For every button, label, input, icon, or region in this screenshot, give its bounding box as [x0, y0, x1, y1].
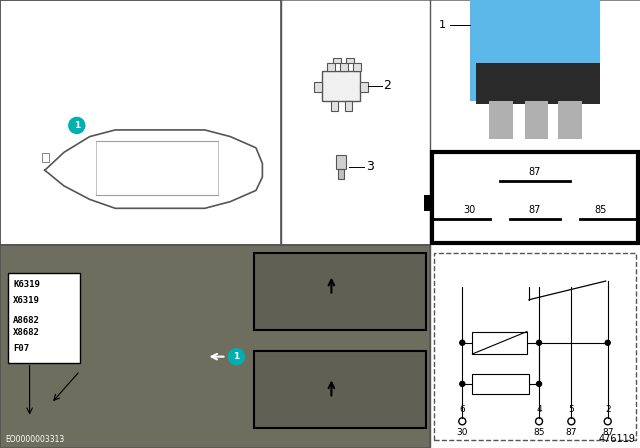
Bar: [0, 0, 281, 245]
Bar: [344, 101, 351, 111]
Bar: [472, 332, 527, 354]
Bar: [472, 374, 529, 394]
Circle shape: [460, 381, 465, 386]
Circle shape: [605, 340, 610, 345]
Text: 30: 30: [463, 205, 476, 215]
Circle shape: [228, 349, 244, 365]
Text: 2: 2: [383, 79, 392, 92]
Text: 87: 87: [529, 205, 541, 215]
Text: 1: 1: [74, 121, 80, 130]
Bar: [360, 82, 367, 92]
Bar: [333, 58, 340, 63]
Text: 476119: 476119: [598, 434, 635, 444]
Bar: [254, 350, 426, 428]
FancyArrowPatch shape: [212, 354, 224, 359]
Text: 1: 1: [234, 352, 239, 361]
Text: 85: 85: [595, 205, 607, 215]
Bar: [326, 63, 335, 71]
Bar: [470, 0, 600, 101]
Circle shape: [536, 381, 541, 386]
Bar: [490, 101, 513, 139]
Circle shape: [460, 340, 465, 345]
Bar: [434, 253, 636, 440]
Text: 87: 87: [602, 428, 614, 437]
Text: 30: 30: [456, 428, 468, 437]
Text: 5: 5: [568, 405, 574, 414]
Bar: [0, 245, 430, 448]
Text: A8682: A8682: [13, 316, 40, 325]
Text: F07: F07: [13, 344, 29, 353]
Text: X8682: X8682: [13, 328, 40, 337]
Bar: [254, 253, 426, 330]
Text: 85: 85: [533, 428, 545, 437]
Text: 2: 2: [605, 405, 611, 414]
Text: 4: 4: [536, 405, 542, 414]
Bar: [424, 195, 432, 211]
Bar: [346, 58, 354, 63]
Text: 6: 6: [460, 405, 465, 414]
Bar: [322, 71, 360, 101]
Bar: [432, 152, 638, 242]
Text: X6319: X6319: [13, 296, 40, 305]
Circle shape: [536, 340, 541, 345]
Text: K6319: K6319: [13, 280, 40, 289]
Text: 87: 87: [529, 167, 541, 177]
Text: 87: 87: [566, 428, 577, 437]
Bar: [281, 0, 430, 245]
Bar: [525, 101, 548, 139]
Text: 1: 1: [438, 20, 445, 30]
Bar: [430, 0, 640, 245]
Bar: [476, 63, 600, 104]
Bar: [42, 153, 49, 162]
Bar: [338, 168, 344, 178]
Circle shape: [69, 117, 84, 134]
Bar: [331, 101, 338, 111]
Bar: [314, 82, 322, 92]
Bar: [353, 63, 360, 71]
Bar: [335, 155, 346, 168]
Bar: [8, 273, 80, 363]
Text: 3: 3: [365, 160, 374, 173]
Bar: [430, 245, 640, 448]
Bar: [638, 195, 640, 211]
Bar: [340, 63, 348, 71]
Bar: [559, 101, 582, 139]
Text: EO0000003313: EO0000003313: [5, 435, 64, 444]
